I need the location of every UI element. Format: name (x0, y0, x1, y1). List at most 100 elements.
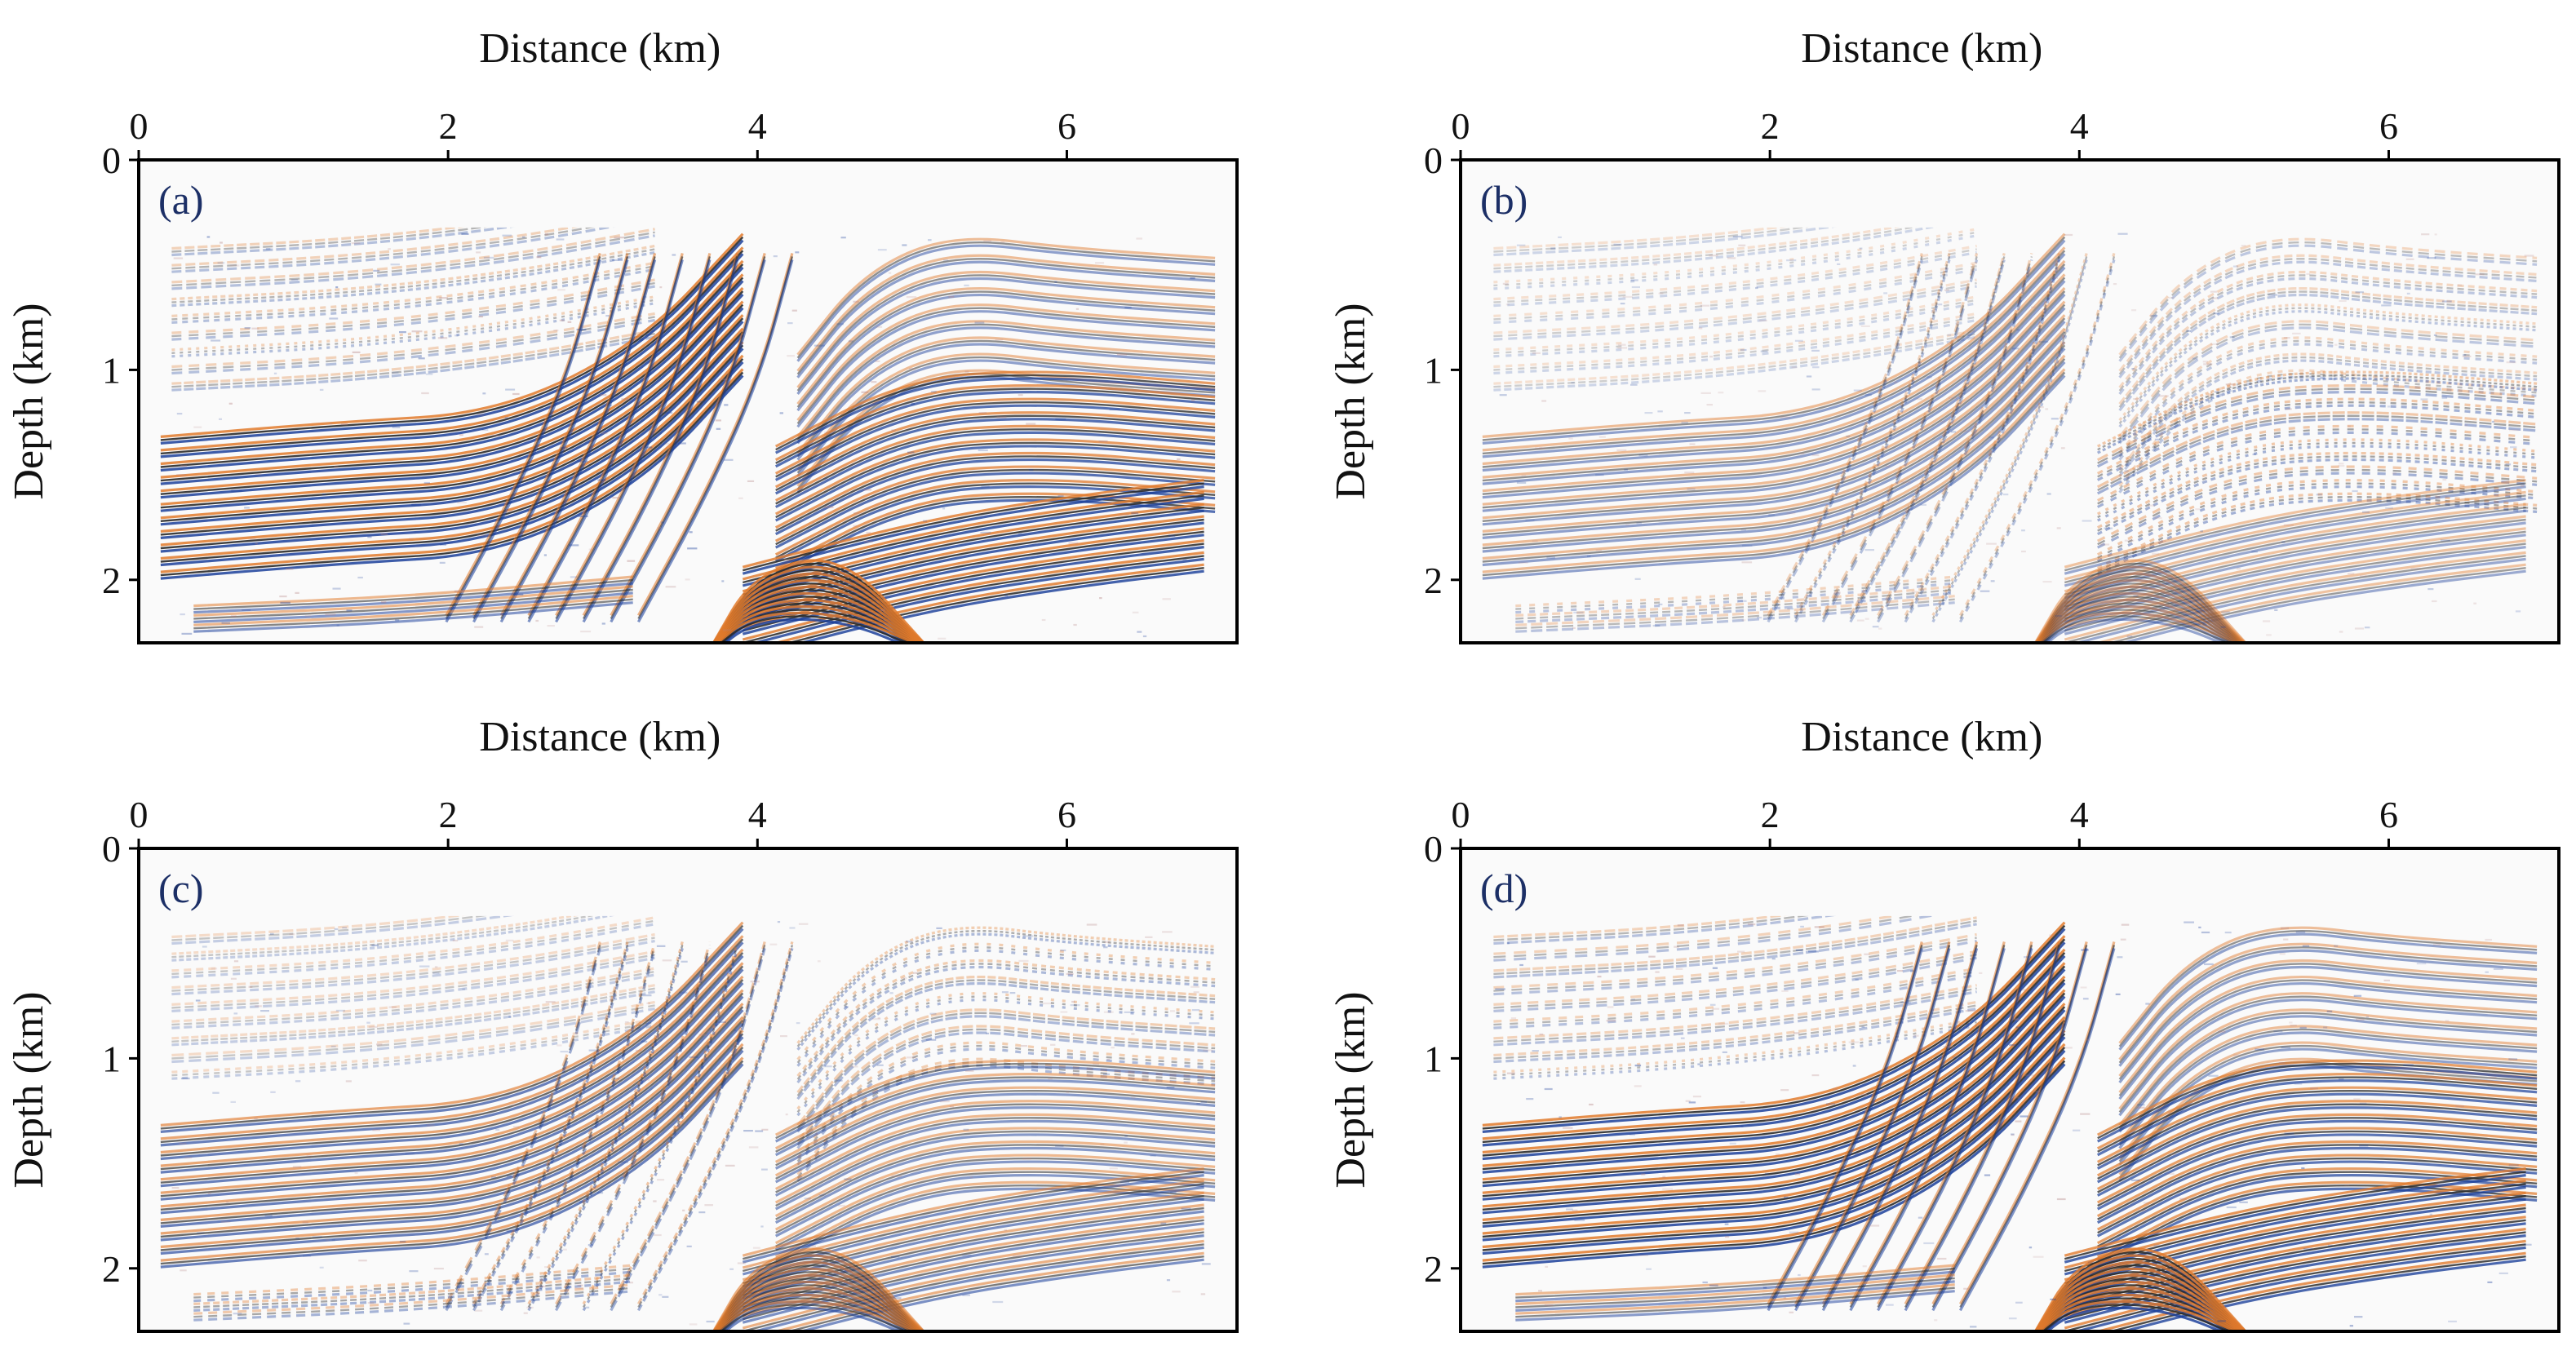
reflector-core (2118, 929, 2538, 1047)
noise-mark (1937, 1257, 1947, 1260)
noise-mark (2120, 938, 2126, 941)
noise-mark (255, 473, 262, 476)
noise-mark (425, 373, 433, 375)
reflector-core (775, 414, 1216, 491)
noise-mark (2113, 283, 2117, 286)
noise-mark (974, 321, 985, 324)
noise-mark (1629, 1133, 1635, 1136)
y-tick-label: 1 (102, 349, 121, 391)
noise-mark (2020, 1115, 2028, 1118)
noise-mark (718, 378, 728, 381)
noise-mark (1709, 356, 1713, 358)
noise-mark (1798, 1273, 1801, 1277)
reflector-core (1493, 231, 1977, 287)
noise-mark (844, 1006, 849, 1008)
noise-mark (1573, 611, 1584, 613)
noise-mark (536, 256, 542, 259)
noise-mark (2203, 363, 2213, 365)
noise-mark (550, 418, 553, 420)
noise-mark (1932, 1059, 1939, 1061)
reflector-negative (750, 1246, 1204, 1331)
x-axis-label: Distance (km) (479, 714, 720, 760)
noise-mark (906, 1056, 916, 1059)
noise-mark (1738, 244, 1746, 246)
noise-mark (2246, 1224, 2255, 1227)
noise-mark (888, 272, 892, 274)
noise-mark (579, 1078, 583, 1081)
noise-mark (906, 296, 917, 299)
reflector-positive (2034, 578, 2246, 643)
reflector-core (2118, 274, 2538, 392)
noise-mark (1624, 468, 1628, 471)
reflector-negative (774, 472, 1216, 549)
noise-mark (2239, 1201, 2248, 1203)
noise-mark (1539, 1033, 1544, 1036)
noise-mark (2427, 257, 2436, 259)
reflector-positive (160, 1056, 744, 1262)
noise-mark (2424, 1080, 2432, 1083)
noise-mark (1979, 972, 1983, 974)
reflector-negative (2118, 293, 2538, 412)
noise-mark (2406, 292, 2410, 294)
noise-mark (907, 451, 915, 454)
reflector-core (2118, 995, 2538, 1113)
reflector-core (2039, 602, 2237, 643)
noise-mark (1914, 1165, 1924, 1167)
reflector-core (1493, 265, 1977, 321)
noise-mark (1163, 258, 1169, 260)
reflector-positive (796, 1008, 1216, 1127)
reflector-core (171, 248, 655, 303)
noise-mark (1620, 303, 1625, 305)
reflector-negative (2118, 932, 2538, 1051)
reflector-positive (171, 244, 655, 301)
noise-mark (1191, 399, 1195, 401)
noise-mark (211, 968, 218, 970)
reflector-negative (171, 318, 655, 375)
reflector-positive (171, 261, 655, 317)
plot-frame (1459, 847, 2560, 1333)
reflector-positive (610, 252, 766, 617)
reflector-core (555, 945, 712, 1308)
noise-mark (1525, 519, 1535, 521)
noise-mark (319, 1266, 324, 1269)
reflector-core (775, 1076, 1216, 1153)
noise-mark (180, 613, 185, 616)
noise-mark (614, 1078, 620, 1080)
noise-mark (773, 255, 778, 258)
reflector-core (2097, 428, 2538, 505)
reflector-negative (2118, 326, 2538, 445)
plot-frame (137, 847, 1239, 1333)
noise-mark (724, 404, 729, 406)
reflector-core (775, 455, 1216, 532)
x-tick-label: 0 (130, 105, 149, 147)
reflector-negative (796, 343, 1216, 461)
noise-mark (176, 474, 187, 476)
noise-mark (295, 1238, 299, 1240)
reflector-negative (774, 1079, 1216, 1157)
reflector-positive (2118, 320, 2538, 438)
noise-mark (553, 329, 559, 332)
reflector-positive (1482, 962, 2066, 1167)
noise-mark (2246, 1227, 2250, 1229)
noise-mark (1550, 247, 1556, 250)
noise-mark (1919, 1047, 1926, 1049)
noise-mark (2281, 1046, 2291, 1049)
noise-mark (1120, 1181, 1130, 1184)
noise-mark (853, 512, 862, 515)
reflector-negative (2041, 598, 2235, 643)
noise-mark (1864, 618, 1869, 620)
noise-mark (280, 601, 290, 604)
noise-mark (2210, 343, 2219, 345)
reflector-positive (2096, 397, 2538, 475)
reflector-positive (171, 916, 655, 972)
noise-mark (474, 626, 484, 628)
reflector-core (2118, 290, 2538, 408)
reflector-negative (171, 335, 655, 392)
noise-mark (1920, 503, 1926, 506)
noise-mark (1740, 348, 1747, 352)
noise-mark (2334, 945, 2339, 947)
noise-mark (250, 538, 256, 540)
noise-mark (2011, 348, 2020, 350)
noise-mark (2273, 1030, 2283, 1033)
reflector-positive (1482, 368, 2066, 573)
